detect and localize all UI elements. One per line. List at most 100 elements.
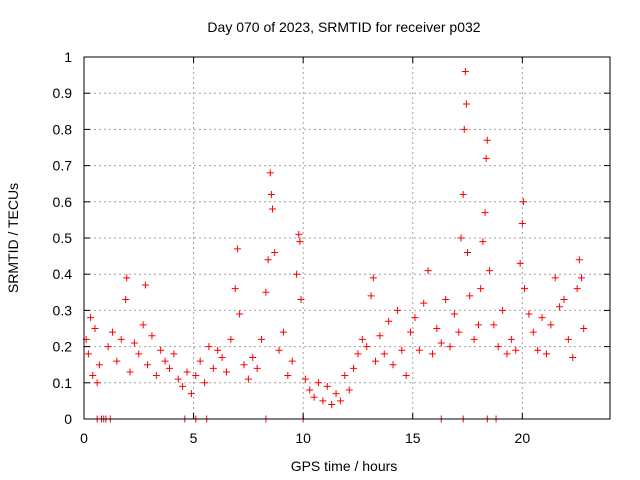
data-point xyxy=(297,296,305,304)
data-point xyxy=(179,382,187,390)
data-point xyxy=(323,382,331,390)
data-point xyxy=(482,154,490,162)
data-point xyxy=(192,372,200,380)
data-point xyxy=(301,375,309,383)
data-point xyxy=(249,353,257,361)
data-point xyxy=(108,328,116,336)
data-point xyxy=(542,350,550,358)
data-point xyxy=(117,335,125,343)
data-point xyxy=(161,357,169,365)
data-point xyxy=(266,169,274,177)
data-point xyxy=(371,357,379,365)
data-point xyxy=(398,346,406,354)
data-point xyxy=(407,328,415,336)
data-point xyxy=(152,372,160,380)
data-point xyxy=(341,372,349,380)
data-point xyxy=(87,314,95,322)
y-tick-labels: 0 0.1 0.2 0.3 0.4 0.5 0.6 0.7 0.8 0.9 1 xyxy=(53,49,73,427)
y-axis-label: SRMTID / TECUs xyxy=(5,183,21,293)
data-point xyxy=(130,339,138,347)
data-point xyxy=(310,393,318,401)
data-point xyxy=(420,299,428,307)
y-tick-label: 0.3 xyxy=(53,302,73,318)
data-point xyxy=(236,310,244,318)
data-point xyxy=(442,296,450,304)
data-point xyxy=(354,350,362,358)
gridlines xyxy=(84,57,610,419)
data-point xyxy=(293,270,301,278)
data-point xyxy=(569,353,577,361)
data-point xyxy=(139,321,147,329)
data-point xyxy=(455,328,463,336)
y-tick-label: 0.5 xyxy=(53,230,73,246)
data-point xyxy=(201,379,209,387)
data-point xyxy=(122,296,130,304)
data-point xyxy=(113,357,121,365)
data-point xyxy=(350,364,358,372)
y-tick-label: 0.6 xyxy=(53,194,73,210)
data-point xyxy=(485,267,493,275)
data-point xyxy=(135,350,143,358)
data-point xyxy=(433,325,441,332)
data-point xyxy=(233,245,241,253)
data-point xyxy=(380,350,388,358)
x-tick-label: 5 xyxy=(190,430,198,446)
data-point xyxy=(253,364,261,372)
data-point xyxy=(358,335,366,343)
plot-frame xyxy=(83,56,611,420)
data-point xyxy=(459,191,467,199)
data-point xyxy=(490,321,498,329)
data-point xyxy=(503,350,511,358)
data-point xyxy=(437,339,445,347)
data-point xyxy=(385,317,393,325)
data-point xyxy=(580,325,588,332)
data-point xyxy=(196,357,204,365)
data-point xyxy=(258,335,266,343)
data-point xyxy=(141,281,149,289)
data-point xyxy=(271,248,279,256)
data-point xyxy=(507,335,515,343)
data-point xyxy=(512,346,520,354)
data-point xyxy=(477,285,485,293)
data-point xyxy=(457,234,465,242)
data-point xyxy=(295,230,303,238)
data-points xyxy=(82,67,588,423)
data-point xyxy=(573,285,581,293)
data-point xyxy=(389,361,397,369)
data-point xyxy=(460,125,468,133)
data-point xyxy=(516,259,524,267)
data-point xyxy=(494,343,502,351)
x-tick-labels: 0 5 10 15 20 xyxy=(80,430,530,446)
data-point xyxy=(91,325,99,332)
x-tick-label: 10 xyxy=(295,430,311,446)
x-axis-label: GPS time / hours xyxy=(291,458,398,474)
data-point xyxy=(564,335,572,343)
data-point xyxy=(268,205,276,213)
data-point xyxy=(123,274,131,282)
y-tick-label: 0.7 xyxy=(53,158,73,174)
data-point xyxy=(205,343,213,351)
data-point xyxy=(328,401,336,409)
data-point xyxy=(461,67,469,75)
data-point xyxy=(244,375,252,383)
data-point xyxy=(315,379,323,387)
data-point xyxy=(547,321,555,329)
data-point xyxy=(227,335,235,343)
data-point xyxy=(499,306,507,314)
data-point xyxy=(214,346,222,354)
y-tick-label: 1 xyxy=(64,49,72,65)
data-point xyxy=(296,238,304,246)
data-point xyxy=(148,332,156,340)
data-point xyxy=(450,310,458,318)
data-point xyxy=(464,248,472,256)
data-point xyxy=(575,256,583,264)
data-point xyxy=(218,353,226,361)
y-tick-label: 0.2 xyxy=(53,339,73,355)
data-point xyxy=(424,267,432,275)
data-point xyxy=(428,350,436,358)
data-point xyxy=(475,321,482,329)
data-point xyxy=(363,343,371,351)
y-tick-label: 0 xyxy=(64,411,72,427)
data-point xyxy=(267,191,275,199)
